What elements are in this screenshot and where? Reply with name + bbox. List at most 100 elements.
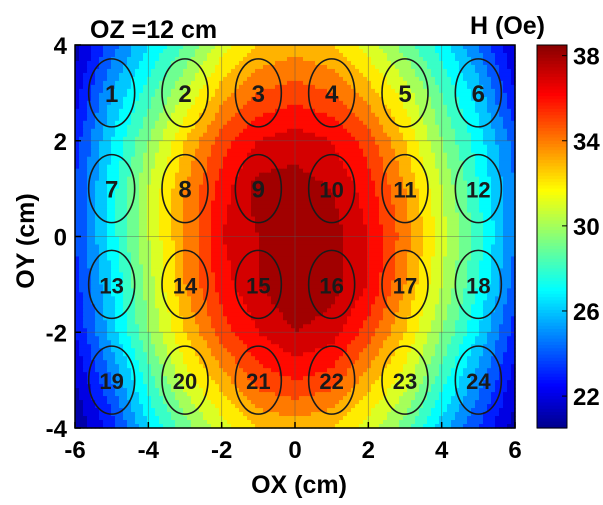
heatmap-cell [123,192,128,198]
heatmap-cell [375,144,380,150]
heatmap-cell [75,120,80,126]
heatmap-cell [99,45,104,50]
heatmap-cell [203,208,208,214]
heatmap-cell [435,80,440,86]
heatmap-cell [339,112,344,118]
heatmap-cell [199,96,204,102]
heatmap-cell [239,168,244,174]
heatmap-cell [75,192,80,198]
heatmap-cell [251,52,256,58]
heatmap-cell [119,148,124,154]
heatmap-cell [431,216,436,222]
heatmap-cell [171,204,176,210]
heatmap-cell [155,104,160,110]
heatmap-cell [151,84,156,90]
heatmap-cell [159,100,164,106]
heatmap-cell [203,84,208,90]
heatmap-cell [179,48,184,54]
heatmap-cell [191,72,196,78]
heatmap-cell [295,88,300,94]
heatmap-cell [79,132,84,138]
heatmap-cell [375,132,380,138]
heatmap-cell [507,212,512,218]
heatmap-cell [287,220,292,226]
heatmap-cell [223,52,228,58]
heatmap-cell [215,48,220,54]
heatmap-cell [343,92,348,98]
heatmap-cell [175,160,180,166]
heatmap-cell [423,164,428,170]
heatmap-cell [159,84,164,90]
heatmap-cell [111,216,116,222]
y-axis-label: OY (cm) [12,193,40,288]
heatmap-cell [327,52,332,58]
heatmap-cell [495,212,500,218]
heatmap-cell [299,76,304,82]
heatmap-cell [359,92,364,98]
heatmap-cell [371,128,376,134]
heatmap-cell [511,192,516,198]
heatmap-cell [167,200,172,206]
heatmap-cell [319,168,324,174]
heatmap-cell [283,184,288,190]
heatmap-cell [415,104,420,110]
heatmap-cell [127,52,132,58]
heatmap-cell [403,100,408,106]
heatmap-cell [475,184,480,190]
heatmap-cell [415,144,420,150]
heatmap-cell [507,88,512,94]
heatmap-cell [427,200,432,206]
heatmap-cell [391,184,396,190]
heatmap-cell [451,120,456,126]
heatmap-cell [391,172,396,178]
heatmap-cell [415,124,420,130]
heatmap-cell [379,108,384,114]
heatmap-cell [415,160,420,166]
heatmap-cell [419,64,424,70]
heatmap-cell [511,48,516,54]
heatmap-cell [499,124,504,130]
heatmap-cell [447,192,452,198]
heatmap-cell [115,112,120,118]
heatmap-cell [251,184,256,190]
heatmap-cell [299,220,304,226]
heatmap-cell [455,196,460,202]
heatmap-cell [275,100,280,106]
heatmap-cell [495,68,500,74]
heatmap-cell [195,192,200,198]
heatmap-cell [463,52,468,58]
heatmap-cell [99,176,104,182]
heatmap-cell [323,136,328,142]
heatmap-cell [243,48,248,54]
heatmap-cell [203,45,208,50]
heatmap-cell [159,52,164,58]
heatmap-cell [163,68,168,74]
heatmap-cell [171,184,176,190]
heatmap-cell [511,136,516,142]
heatmap-cell [151,176,156,182]
heatmap-cell [215,76,220,82]
heatmap-cell [363,45,368,50]
heatmap-cell [471,48,476,54]
heatmap-cell [467,48,472,54]
heatmap-cell [159,76,164,82]
heatmap-cell [267,168,272,174]
heatmap-cell [407,52,412,58]
heatmap-cell [171,140,176,146]
heatmap-cell [363,64,368,70]
heatmap-cell [451,204,456,210]
heatmap-cell [235,148,240,154]
heatmap-cell [319,140,324,146]
heatmap-cell [291,160,296,166]
heatmap-cell [79,124,84,130]
heatmap-cell [335,128,340,134]
heatmap-cell [495,104,500,110]
heatmap-cell [299,136,304,142]
heatmap-cell [243,120,248,126]
heatmap-cell [279,112,284,118]
heatmap-cell [239,48,244,54]
heatmap-cell [127,60,132,66]
heatmap-cell [275,68,280,74]
heatmap-cell [299,88,304,94]
heatmap-cell [187,52,192,58]
